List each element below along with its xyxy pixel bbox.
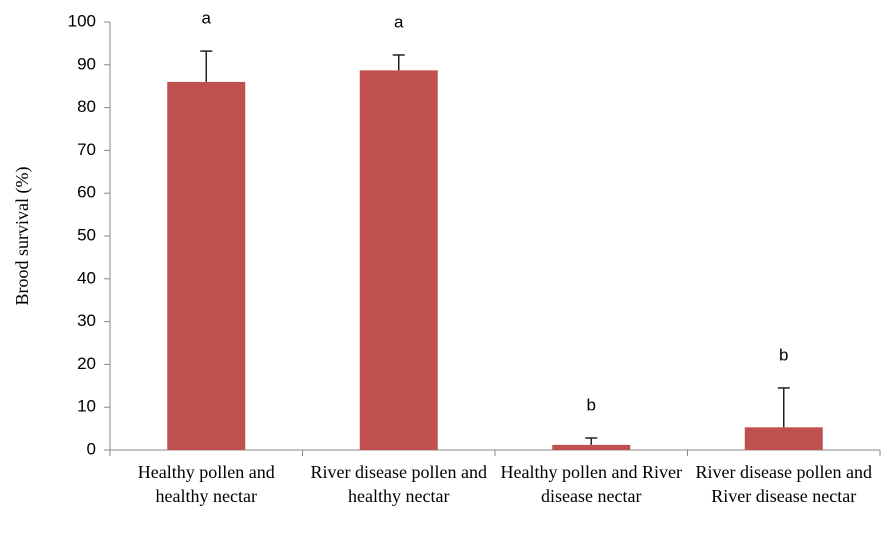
label-line: Healthy pollen and [138,462,275,482]
y-tick-label: 90 [77,54,96,73]
y-axis-label: Brood survival (%) [12,167,33,306]
bar [552,444,631,450]
y-tick-label: 50 [77,225,96,244]
y-tick-label: 100 [68,11,96,30]
y-tick-label: 10 [77,397,96,416]
y-tick-label: 30 [77,311,96,330]
label-line: River disease nectar [711,486,856,506]
label-line: healthy nectar [156,486,257,506]
label-line: disease nectar [541,486,641,506]
label-line: River disease pollen and [311,462,487,482]
annotation: a [202,9,212,28]
y-tick-label: 0 [87,439,96,458]
x-tick-label: Healthy pollen and River disease nectar [501,462,682,506]
y-tick-label: 40 [77,268,96,287]
y-tick-label: 60 [77,183,96,202]
bar [359,70,438,450]
y-tick-label: 80 [77,97,96,116]
y-tick-label: 70 [77,140,96,159]
label-line: River disease pollen and [696,462,872,482]
label-line: Healthy pollen and River [501,462,682,482]
y-tick-label: 20 [77,354,96,373]
bar [744,427,823,450]
bar [167,81,246,451]
label-line: healthy nectar [348,486,449,506]
x-tick-label: River disease pollen and River disease ne… [696,462,872,506]
annotation: a [394,12,404,31]
x-tick-label: River disease pollen and healthy nectar [311,462,487,506]
x-tick-label: Healthy pollen and healthy nectar [138,462,275,506]
annotation: b [587,396,596,415]
annotation: b [779,345,788,364]
